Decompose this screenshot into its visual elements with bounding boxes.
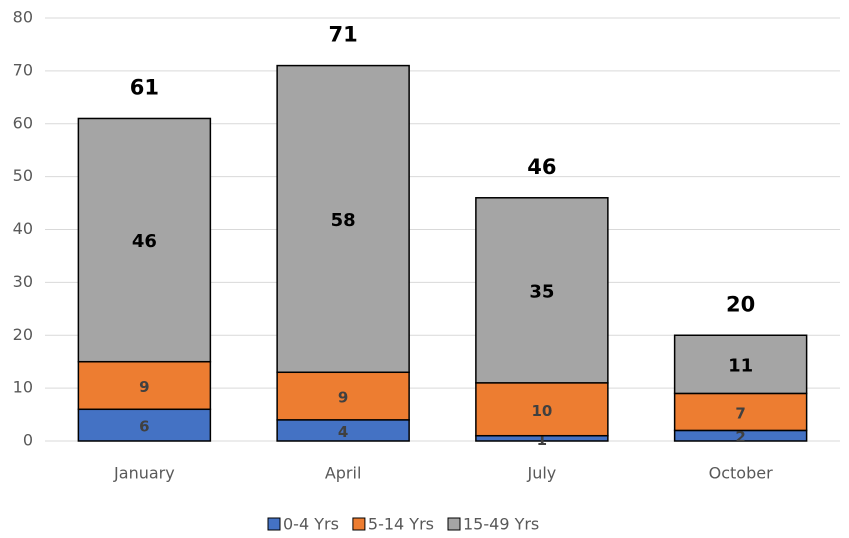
x-tick-label: January	[113, 464, 175, 483]
legend-label: 0-4 Yrs	[283, 515, 339, 534]
total-label: 20	[726, 292, 755, 316]
x-tick-label: April	[325, 464, 362, 483]
bar-segment	[77, 117, 212, 363]
data-label: 10	[531, 402, 552, 420]
y-tick-label: 10	[13, 378, 33, 397]
data-label: 35	[529, 281, 554, 302]
legend-swatch	[447, 517, 461, 531]
data-label: 6	[139, 418, 149, 436]
data-label: 9	[338, 389, 348, 407]
y-tick-label: 40	[13, 219, 33, 238]
y-tick-label: 50	[13, 166, 33, 185]
bar-segment	[77, 360, 212, 411]
legend-label: 15-49 Yrs	[463, 515, 539, 534]
y-tick-label: 60	[13, 113, 33, 132]
data-label: 11	[728, 355, 753, 376]
bar-segment	[673, 334, 808, 395]
bar-segment	[673, 392, 808, 432]
y-tick-label: 80	[13, 8, 33, 27]
legend-label: 5-14 Yrs	[368, 515, 434, 534]
y-tick-label: 70	[13, 60, 33, 79]
total-label: 71	[329, 23, 358, 47]
legend-swatch	[267, 517, 281, 531]
data-label: 46	[132, 231, 157, 252]
bar-segment	[475, 197, 609, 384]
y-tick-label: 30	[13, 272, 33, 291]
data-label: 1	[537, 431, 547, 449]
data-label: 2	[735, 428, 745, 446]
legend-swatch	[352, 517, 366, 531]
y-tick-label: 0	[23, 431, 33, 450]
bar-segment	[475, 382, 609, 437]
bar-segment	[276, 64, 410, 374]
data-label: 4	[338, 423, 348, 441]
y-tick-label: 20	[13, 325, 33, 344]
data-label: 58	[331, 210, 356, 231]
total-label: 61	[130, 75, 159, 99]
x-tick-label: October	[709, 464, 773, 483]
data-label: 9	[139, 378, 149, 396]
total-label: 46	[527, 155, 556, 179]
x-tick-label: July	[526, 464, 556, 483]
data-label: 7	[735, 404, 745, 422]
